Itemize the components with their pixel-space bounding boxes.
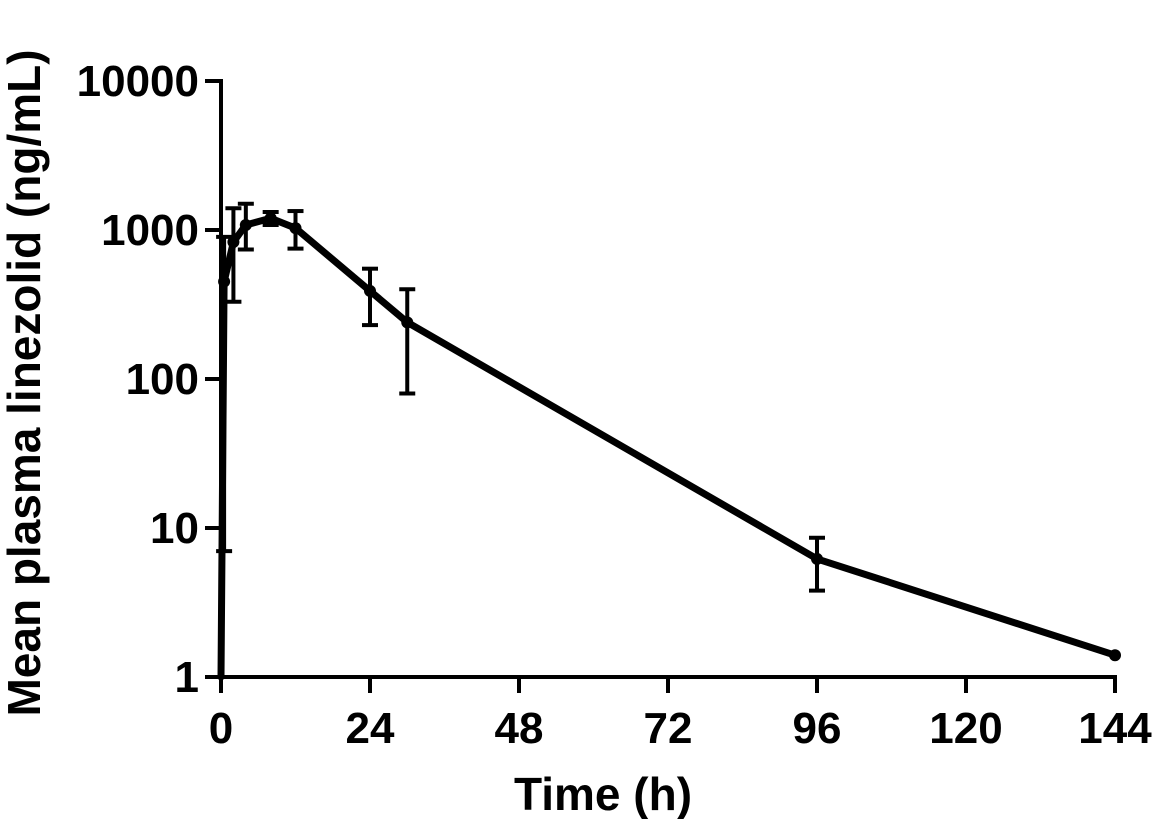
- data-point: [811, 552, 823, 565]
- x-tick-label: 24: [346, 704, 395, 753]
- data-point: [218, 275, 231, 288]
- axes: 1 10 100 1000 10000 0 24 48 72 96 120 144: [77, 57, 1153, 753]
- data-point: [227, 236, 240, 249]
- data-point: [264, 212, 277, 225]
- x-tick-label: 96: [793, 704, 842, 753]
- y-tick-label: 1: [175, 653, 199, 702]
- y-tick-label: 10000: [77, 57, 199, 106]
- data-point: [289, 222, 302, 235]
- data-point: [401, 316, 414, 329]
- series-layer: [216, 201, 1121, 681]
- x-tick-label: 120: [929, 704, 1002, 753]
- x-tick-label: 0: [209, 704, 233, 753]
- data-point: [239, 219, 252, 232]
- x-axis-title: Time (h): [514, 768, 692, 819]
- data-point: [364, 284, 376, 297]
- data-point: [1109, 649, 1121, 662]
- x-tick-label: 144: [1078, 704, 1152, 753]
- series-line: [217, 214, 1119, 681]
- y-tick-label: 10: [150, 504, 199, 553]
- y-tick-label: 1000: [101, 206, 199, 255]
- x-tick-label: 72: [644, 704, 693, 753]
- y-tick-label: 100: [126, 355, 199, 404]
- x-tick-label: 48: [495, 704, 544, 753]
- y-axis-title: Mean plasma linezolid (ng/mL): [0, 49, 50, 716]
